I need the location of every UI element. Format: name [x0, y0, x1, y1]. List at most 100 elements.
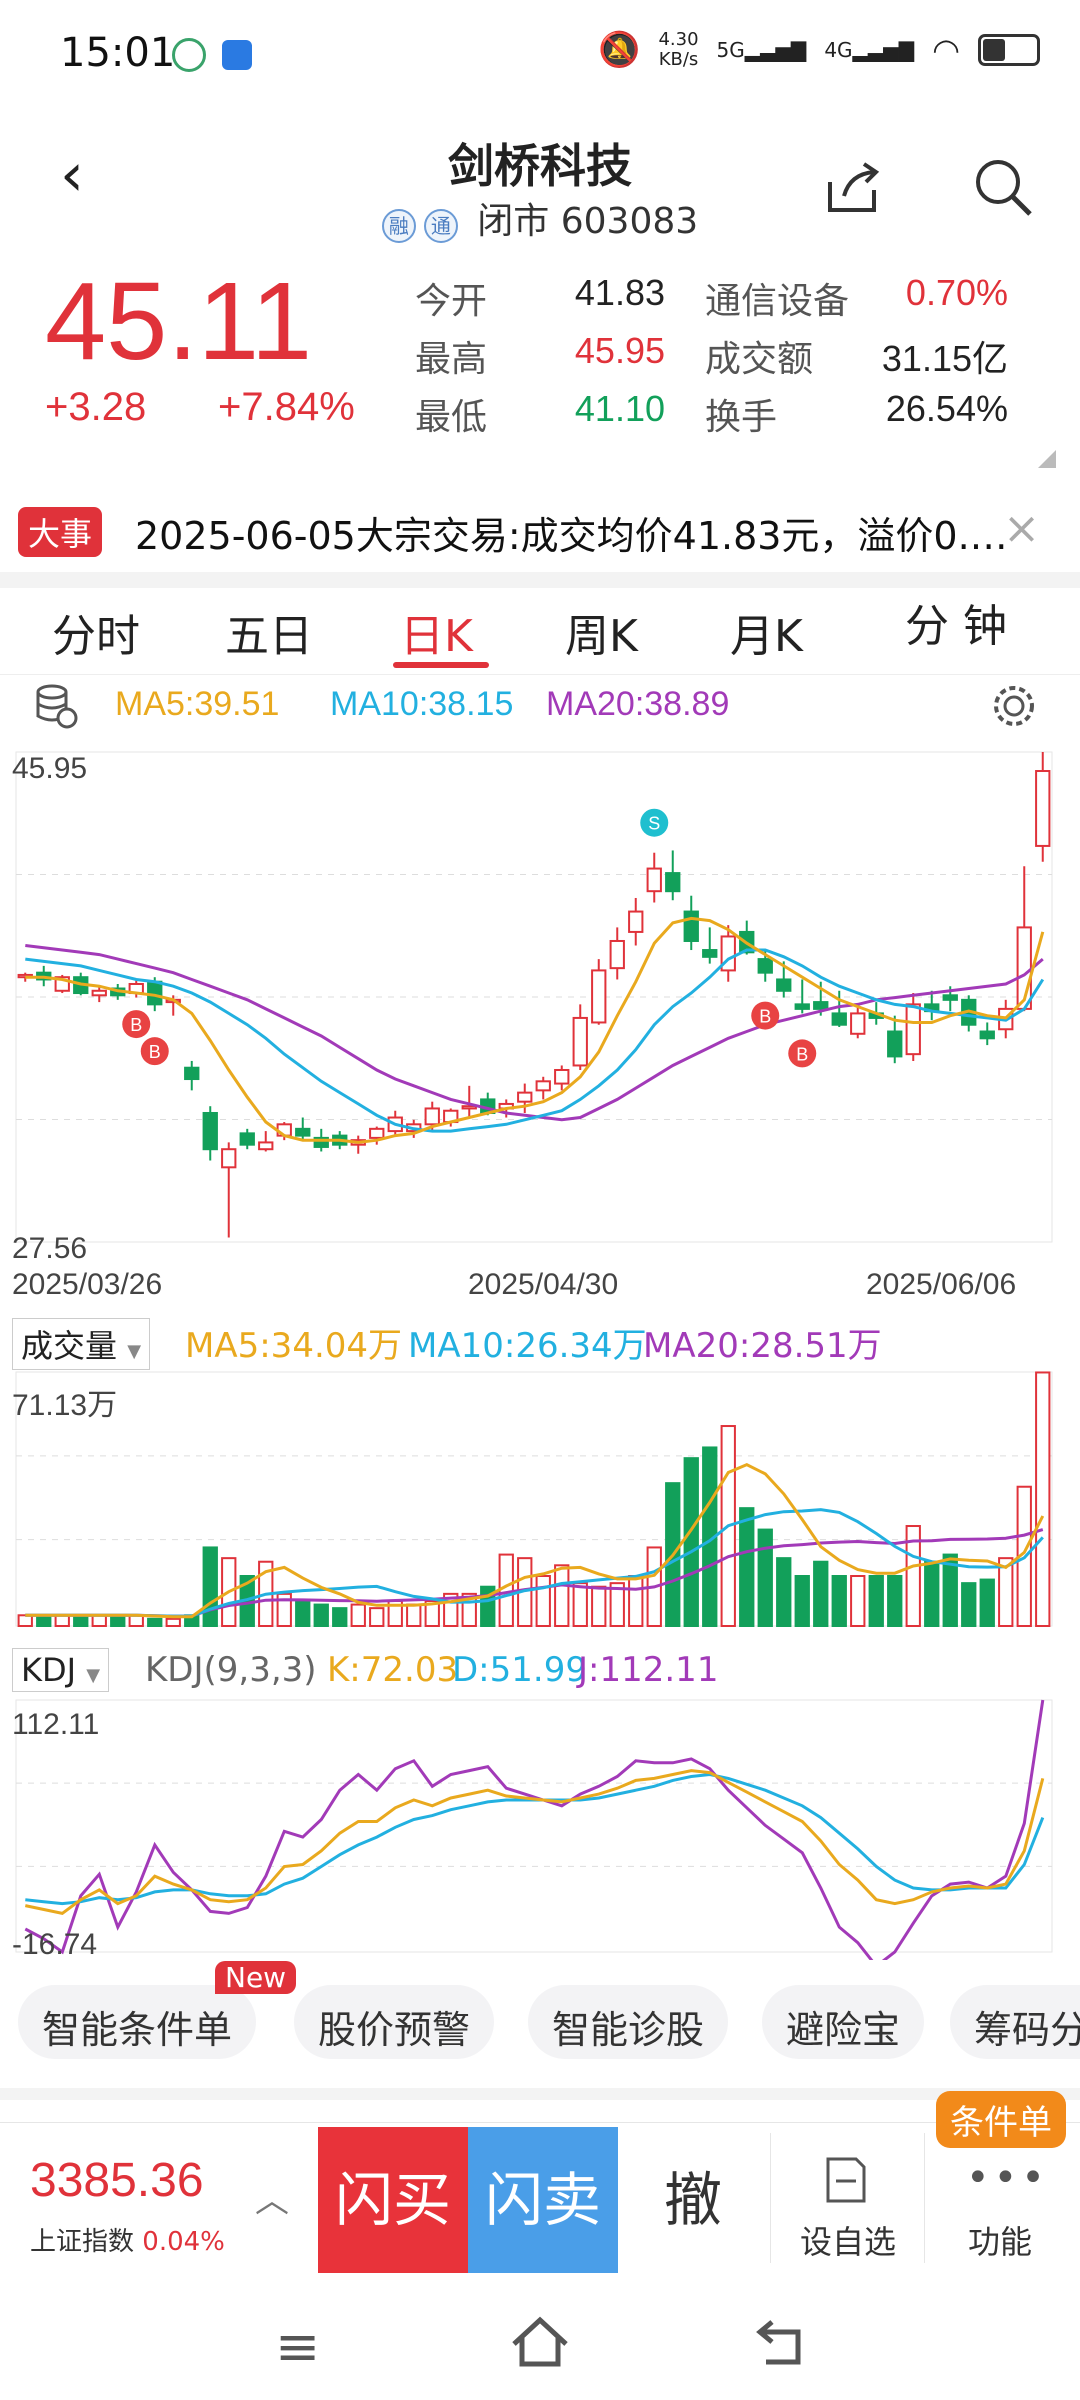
- volume-bar: [591, 1585, 607, 1627]
- volume-bar: [332, 1607, 348, 1628]
- volume-bar: [979, 1578, 995, 1627]
- kline-y-high: 45.95: [12, 752, 88, 785]
- conditional-order-badge[interactable]: 条件单: [936, 2091, 1066, 2148]
- kline-y-low: 27.56: [12, 1232, 88, 1265]
- volume-bar: [757, 1528, 773, 1627]
- candle-body: [147, 980, 163, 1006]
- flash-sell-button[interactable]: 闪卖: [468, 2127, 618, 2273]
- expand-icon[interactable]: [1038, 450, 1056, 468]
- tab-intraday[interactable]: 分时: [52, 611, 140, 662]
- ma10-line: [25, 948, 1045, 1133]
- marker-label: S: [648, 814, 660, 834]
- cancel-button[interactable]: 撤: [663, 2166, 722, 2234]
- vol-ma20: MA20:28.51万: [643, 1326, 882, 1366]
- date-start: 2025/03/26: [12, 1268, 163, 1301]
- candle-body: [776, 978, 792, 992]
- volume-chart: [15, 1371, 1053, 1628]
- price-alert-pill[interactable]: 股价预警: [294, 1985, 495, 2059]
- candle-body: [609, 939, 625, 970]
- period-tabs: 分时 五日 日K 周K 月K 分 钟: [0, 590, 1080, 675]
- more-icon[interactable]: •••: [966, 2155, 1049, 2201]
- candle-body: [665, 872, 681, 893]
- volume-bar: [424, 1600, 440, 1628]
- volume-bar: [572, 1582, 588, 1627]
- volume-bar: [147, 1617, 163, 1628]
- candle-body: [646, 867, 662, 893]
- mute-icon: 🔕: [598, 30, 641, 70]
- hedge-pill[interactable]: 避险宝: [762, 1985, 925, 2059]
- home-icon[interactable]: [508, 2314, 572, 2370]
- buy-marker: [751, 1001, 780, 1030]
- indicator-selector[interactable]: KDJ ▼: [12, 1648, 110, 1692]
- volume-bar: [831, 1575, 847, 1627]
- candle-body: [572, 1016, 588, 1067]
- chevron-up-icon[interactable]: ︿: [255, 2181, 289, 2221]
- status-bar: 15:01 🔕 4.30 KB/s 5G▂▃▅▇ 4G▂▃▅▇ ◠: [0, 0, 1080, 110]
- volume-bar: [794, 1575, 810, 1627]
- last-price: 45.11: [45, 260, 313, 383]
- tab-daily-k[interactable]: 日K: [400, 611, 473, 662]
- active-tab-indicator: [393, 662, 489, 668]
- tab-weekly-k[interactable]: 周K: [565, 611, 638, 662]
- candle-body: [258, 1141, 274, 1151]
- volume-bar: [535, 1575, 551, 1627]
- turnover-amount-label: 成交额: [705, 339, 814, 380]
- search-icon[interactable]: [972, 156, 1036, 220]
- candle-body: [757, 958, 773, 974]
- volume-bar: [776, 1557, 792, 1628]
- candle-body: [905, 1003, 921, 1056]
- kdj-y-bottom: -16.74: [12, 1928, 98, 1961]
- gear-icon[interactable]: [990, 682, 1038, 730]
- database-icon[interactable]: [34, 682, 78, 730]
- low-label: 最低: [415, 397, 488, 438]
- volume-selector[interactable]: 成交量 ▼: [12, 1318, 151, 1370]
- system-nav-bar: ≡: [0, 2290, 1080, 2400]
- kline-ma10: MA10:38.15: [330, 685, 514, 723]
- smart-order-pill[interactable]: 智能条件单: [18, 1985, 257, 2059]
- kdj-chart: [15, 1699, 1053, 1960]
- tab-monthly-k[interactable]: 月K: [730, 611, 803, 662]
- sector-value: 0.70%: [905, 272, 1008, 313]
- index-name[interactable]: 上证指数 0.04%: [30, 2227, 225, 2257]
- volume-bar: [868, 1575, 884, 1627]
- kline-ma5: MA5:39.51: [115, 685, 280, 723]
- volume-bar: [850, 1575, 866, 1627]
- price-change: +3.28: [45, 385, 147, 429]
- candle-body: [683, 910, 699, 942]
- turnover-rate-value: 26.54%: [885, 388, 1008, 429]
- status-time: 15:01: [60, 30, 176, 76]
- news-text[interactable]: 2025-06-05大宗交易:成交均价41.83元，溢价0.…: [135, 514, 1005, 558]
- function-label[interactable]: 功能: [968, 2223, 1033, 2261]
- stock-status-code: 闭市 603083: [477, 201, 699, 242]
- back-nav-icon[interactable]: [752, 2314, 808, 2370]
- sector-label[interactable]: 通信设备: [705, 281, 850, 322]
- tab-minute[interactable]: 分 钟: [905, 601, 1007, 652]
- share-icon[interactable]: [822, 160, 882, 216]
- volume-bar: [276, 1592, 292, 1627]
- kdj-j: J:112.11: [578, 1650, 719, 1690]
- volume-bar: [905, 1525, 921, 1627]
- add-watch-label[interactable]: 设自选: [800, 2223, 897, 2261]
- kdj-j-line: [24, 1699, 1045, 1960]
- candle-body: [202, 1111, 218, 1151]
- close-icon[interactable]: ×: [1003, 503, 1040, 554]
- volume-bar: [998, 1557, 1014, 1628]
- news-ticker[interactable]: 大事 2025-06-05大宗交易:成交均价41.83元，溢价0.… ×: [0, 495, 1080, 565]
- status-icons: 🔕 4.30 KB/s 5G▂▃▅▇ 4G▂▃▅▇ ◠: [598, 30, 1040, 70]
- index-value[interactable]: 3385.36: [30, 2154, 204, 2207]
- kdj-d: D:51.99: [452, 1650, 587, 1690]
- chip-distribution-pill[interactable]: 筹码分: [950, 1985, 1080, 2059]
- buy-marker: [140, 1037, 169, 1066]
- candle-body: [831, 1012, 847, 1026]
- back-icon[interactable]: ‹: [60, 140, 84, 210]
- add-watch-icon[interactable]: [824, 2155, 868, 2205]
- menu-icon[interactable]: ≡: [275, 2315, 321, 2378]
- tab-five-day[interactable]: 五日: [225, 611, 313, 662]
- signal-5g-icon: 5G▂▃▅▇: [716, 38, 807, 62]
- flash-buy-button[interactable]: 闪买: [318, 2127, 468, 2273]
- smart-diagnose-pill[interactable]: 智能诊股: [528, 1985, 729, 2059]
- battery-icon: [978, 34, 1040, 66]
- marker-label: B: [149, 1042, 161, 1062]
